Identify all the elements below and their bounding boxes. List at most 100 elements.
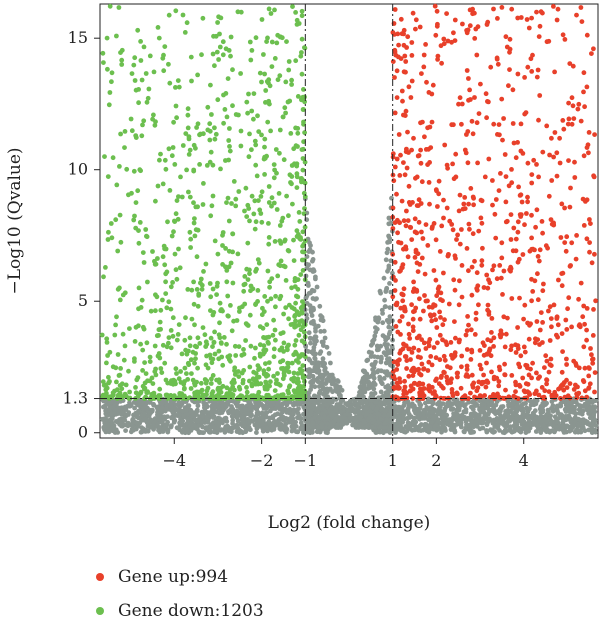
point-not-significant: [591, 412, 597, 418]
point-gene-down: [181, 386, 187, 392]
point-gene-down: [212, 396, 217, 401]
point-gene-down: [232, 372, 238, 377]
point-gene-up: [574, 391, 579, 397]
point-gene-down: [148, 308, 154, 314]
point-not-significant: [210, 415, 216, 420]
point-gene-down: [276, 262, 282, 268]
point-not-significant: [319, 421, 325, 427]
point-gene-down: [295, 286, 301, 292]
point-gene-up: [466, 201, 471, 207]
point-gene-up: [559, 331, 565, 336]
point-gene-down: [152, 343, 158, 349]
point-gene-down: [195, 392, 201, 397]
point-not-significant: [310, 360, 316, 366]
point-gene-up: [525, 381, 531, 387]
point-gene-down: [212, 125, 217, 131]
point-gene-up: [444, 205, 450, 211]
point-gene-up: [430, 82, 436, 88]
point-not-significant: [155, 412, 160, 418]
point-gene-up: [437, 357, 443, 363]
point-gene-up: [508, 266, 514, 271]
point-gene-up: [592, 389, 597, 395]
point-gene-up: [394, 156, 400, 162]
point-gene-down: [166, 335, 172, 340]
point-gene-down: [266, 6, 272, 12]
point-gene-down: [132, 78, 138, 83]
point-not-significant: [318, 313, 323, 318]
point-not-significant: [412, 427, 418, 433]
point-gene-up: [513, 155, 519, 161]
point-gene-down: [302, 180, 308, 186]
point-gene-down: [279, 35, 285, 41]
point-not-significant: [310, 249, 315, 255]
point-gene-down: [157, 319, 163, 325]
point-gene-up: [529, 235, 534, 241]
point-gene-up: [399, 291, 405, 297]
point-not-significant: [572, 407, 577, 412]
point-gene-down: [299, 13, 305, 19]
point-gene-up: [478, 197, 484, 203]
point-gene-up: [408, 383, 414, 389]
point-gene-up: [538, 9, 544, 15]
point-not-significant: [463, 426, 469, 432]
point-gene-up: [466, 322, 471, 328]
point-gene-up: [422, 271, 428, 277]
point-gene-down: [160, 297, 165, 303]
point-gene-down: [289, 174, 295, 179]
point-gene-down: [283, 305, 289, 310]
point-gene-up: [438, 375, 444, 380]
point-not-significant: [308, 398, 314, 404]
point-not-significant: [145, 405, 150, 411]
point-gene-up: [521, 344, 527, 350]
point-gene-up: [520, 252, 526, 257]
point-gene-up: [393, 324, 399, 329]
point-gene-up: [475, 160, 480, 166]
point-not-significant: [155, 406, 161, 412]
point-gene-down: [221, 335, 227, 340]
point-gene-down: [145, 95, 151, 101]
point-gene-down: [300, 107, 306, 112]
point-gene-up: [584, 145, 590, 151]
point-not-significant: [322, 367, 328, 373]
point-gene-down: [107, 3, 113, 9]
point-not-significant: [436, 400, 442, 405]
point-gene-up: [452, 17, 458, 23]
point-gene-down: [289, 376, 294, 382]
point-gene-up: [477, 348, 483, 353]
point-gene-up: [405, 254, 411, 260]
point-gene-down: [192, 216, 197, 222]
point-gene-down: [277, 296, 283, 302]
point-gene-up: [529, 298, 534, 304]
point-gene-down: [141, 260, 147, 265]
point-gene-down: [141, 118, 147, 124]
point-not-significant: [387, 236, 393, 242]
point-not-significant: [378, 343, 384, 349]
point-not-significant: [199, 413, 205, 418]
point-not-significant: [380, 320, 386, 326]
point-gene-down: [175, 78, 181, 83]
point-gene-up: [586, 386, 591, 391]
point-gene-down: [274, 40, 280, 46]
point-gene-up: [466, 268, 471, 274]
point-gene-down: [230, 103, 235, 109]
point-not-significant: [372, 361, 377, 367]
point-not-significant: [429, 399, 435, 404]
point-gene-down: [253, 162, 259, 168]
point-gene-up: [435, 204, 440, 209]
point-gene-down: [253, 219, 259, 225]
point-gene-down: [208, 294, 214, 300]
point-not-significant: [360, 377, 366, 383]
point-gene-up: [570, 63, 576, 69]
point-gene-down: [147, 359, 153, 364]
point-gene-up: [517, 382, 522, 388]
point-gene-down: [220, 308, 225, 314]
point-gene-up: [559, 201, 565, 207]
point-gene-up: [517, 193, 523, 198]
point-not-significant: [480, 425, 486, 431]
point-gene-down: [280, 330, 286, 335]
point-gene-down: [143, 371, 149, 376]
point-gene-up: [390, 294, 396, 300]
point-gene-down: [204, 163, 210, 168]
point-gene-down: [239, 304, 245, 310]
point-gene-up: [571, 387, 577, 392]
